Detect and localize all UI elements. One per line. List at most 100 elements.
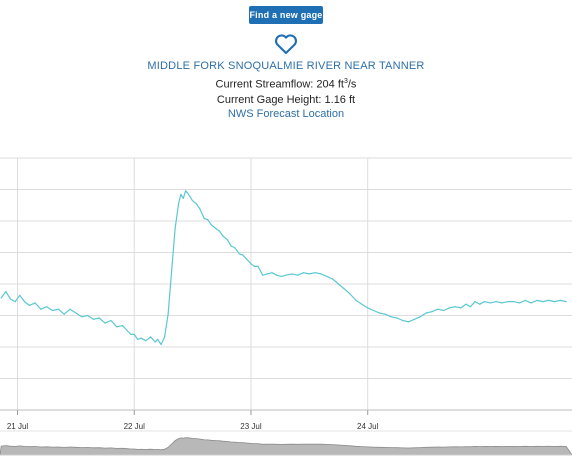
streamflow-data-point <box>98 317 100 319</box>
station-name: MIDDLE FORK SNOQUALMIE RIVER NEAR TANNER <box>147 60 425 72</box>
streamflow-data-point <box>431 311 433 313</box>
streamflow-data-point <box>297 274 299 276</box>
streamflow-data-point <box>501 302 503 304</box>
streamflow-data-point <box>185 190 187 192</box>
x-tick-label: 24 Jul <box>357 422 379 431</box>
streamflow-data-point <box>285 274 287 276</box>
streamflow-data-point <box>271 272 273 274</box>
streamflow-data-point <box>483 301 485 303</box>
streamflow-data-point <box>160 343 162 346</box>
streamflow-data-point <box>92 318 94 320</box>
streamflow-data-point <box>291 273 293 275</box>
streamflow-data-point <box>460 307 462 309</box>
streamflow-data-point <box>218 230 221 232</box>
streamflow-data-point <box>234 246 236 249</box>
streamflow-data-point <box>14 301 16 303</box>
streamflow-data-point <box>23 301 26 303</box>
streamflow-data-point <box>402 319 404 322</box>
current-streamflow: Current Streamflow: 204 ft3/s <box>0 78 572 91</box>
streamflow-data-point <box>454 306 456 308</box>
streamflow-data-point <box>253 265 256 267</box>
streamflow-data-point <box>302 272 305 274</box>
streamflow-data-point <box>413 318 415 320</box>
streamflow-data-point <box>373 309 375 312</box>
streamflow-data-point <box>182 197 184 199</box>
streamflow-data-point <box>559 299 561 301</box>
streamflow-data-point <box>314 272 316 274</box>
streamflow-data-point <box>199 207 201 209</box>
streamflow-data-point <box>396 317 398 319</box>
streamflow-data-point <box>230 245 232 247</box>
streamflow-data-point <box>137 338 139 340</box>
streamflow-data-point <box>542 301 544 303</box>
x-tick-label: 22 Jul <box>124 422 146 431</box>
streamflow-data-point <box>192 200 194 202</box>
streamflow-data-point <box>75 312 77 314</box>
streamflow-data-point <box>489 302 491 304</box>
streamflow-data-point <box>222 235 224 237</box>
streamflow-data-point <box>140 337 142 339</box>
streamflow-data-point <box>130 333 132 335</box>
streamflow-data-point <box>51 309 54 312</box>
streamflow-data-point <box>337 283 340 285</box>
streamflow-data-point <box>87 314 89 317</box>
streamflow-data-point <box>63 313 65 315</box>
streamflow-data-point <box>474 301 476 303</box>
streamflow-chart: 21 Jul 22 Jul 23 Jul 24 Jul <box>0 157 572 456</box>
streamflow-data-point <box>408 321 410 323</box>
streamflow-data-point <box>210 224 212 226</box>
streamflow-data-point <box>367 307 369 309</box>
streamflow-data-point <box>167 313 169 315</box>
streamflow-data-point <box>19 294 21 296</box>
streamflow-data-point <box>276 274 278 276</box>
streamflow-data-point <box>245 258 247 260</box>
streamflow-data-point <box>443 309 445 312</box>
streamflow-data-point <box>349 293 351 295</box>
streamflow-data-point <box>195 202 197 204</box>
streamflow-data-point <box>518 302 521 304</box>
streamflow-data-point <box>145 340 147 342</box>
streamflow-data-point <box>507 301 509 303</box>
streamflow-data-point <box>548 299 550 301</box>
streamflow-value: 204 <box>316 78 335 91</box>
navigator-area <box>0 437 572 456</box>
streamflow-data-point <box>524 299 526 301</box>
streamflow-data-point <box>46 306 48 308</box>
streamflow-data-point <box>174 228 176 230</box>
streamflow-data-point <box>178 202 180 204</box>
streamflow-unit: ft <box>337 78 344 91</box>
streamflow-data-point <box>479 303 481 305</box>
streamflow-data-point <box>9 298 12 300</box>
streamflow-data-point <box>553 301 556 303</box>
streamflow-data-point <box>280 275 282 277</box>
streamflow-data-point <box>448 307 450 309</box>
streamflow-data-point <box>257 265 259 267</box>
streamflow-data-point <box>5 291 7 293</box>
find-new-gage-button[interactable]: Find a new gage <box>249 6 323 24</box>
streamflow-data-point <box>513 301 515 303</box>
streamflow-data-point <box>320 273 322 275</box>
streamflow-data-point <box>81 316 83 318</box>
current-gage-height: Current Gage Height: 1.16 ft <box>216 94 356 106</box>
streamflow-data-point <box>133 333 135 335</box>
streamflow-unit-exponent: 3 <box>343 78 348 85</box>
streamflow-data-point <box>150 336 152 338</box>
streamflow-data-point <box>495 301 497 303</box>
streamflow-data-point <box>57 308 60 310</box>
streamflow-data-point <box>110 319 112 322</box>
streamflow-unit-suffix: /s <box>347 78 357 91</box>
streamflow-data-point <box>469 306 471 308</box>
streamflow-data-point <box>355 299 357 301</box>
streamflow-data-point <box>215 228 217 230</box>
streamflow-data-point <box>40 308 42 310</box>
streamflow-data-point <box>465 303 467 305</box>
streamflow-data-point <box>154 341 156 343</box>
streamflow-data-point <box>308 273 310 275</box>
streamflow-label: Current Streamflow: <box>215 78 317 91</box>
streamflow-data-point <box>0 297 2 299</box>
streamflow-data-point <box>266 273 268 275</box>
nws-forecast-link[interactable]: NWS Forecast Location <box>227 108 345 120</box>
heart-outline-icon[interactable] <box>274 33 298 55</box>
streamflow-series-line <box>0 190 567 346</box>
streamflow-data-point <box>384 313 386 315</box>
